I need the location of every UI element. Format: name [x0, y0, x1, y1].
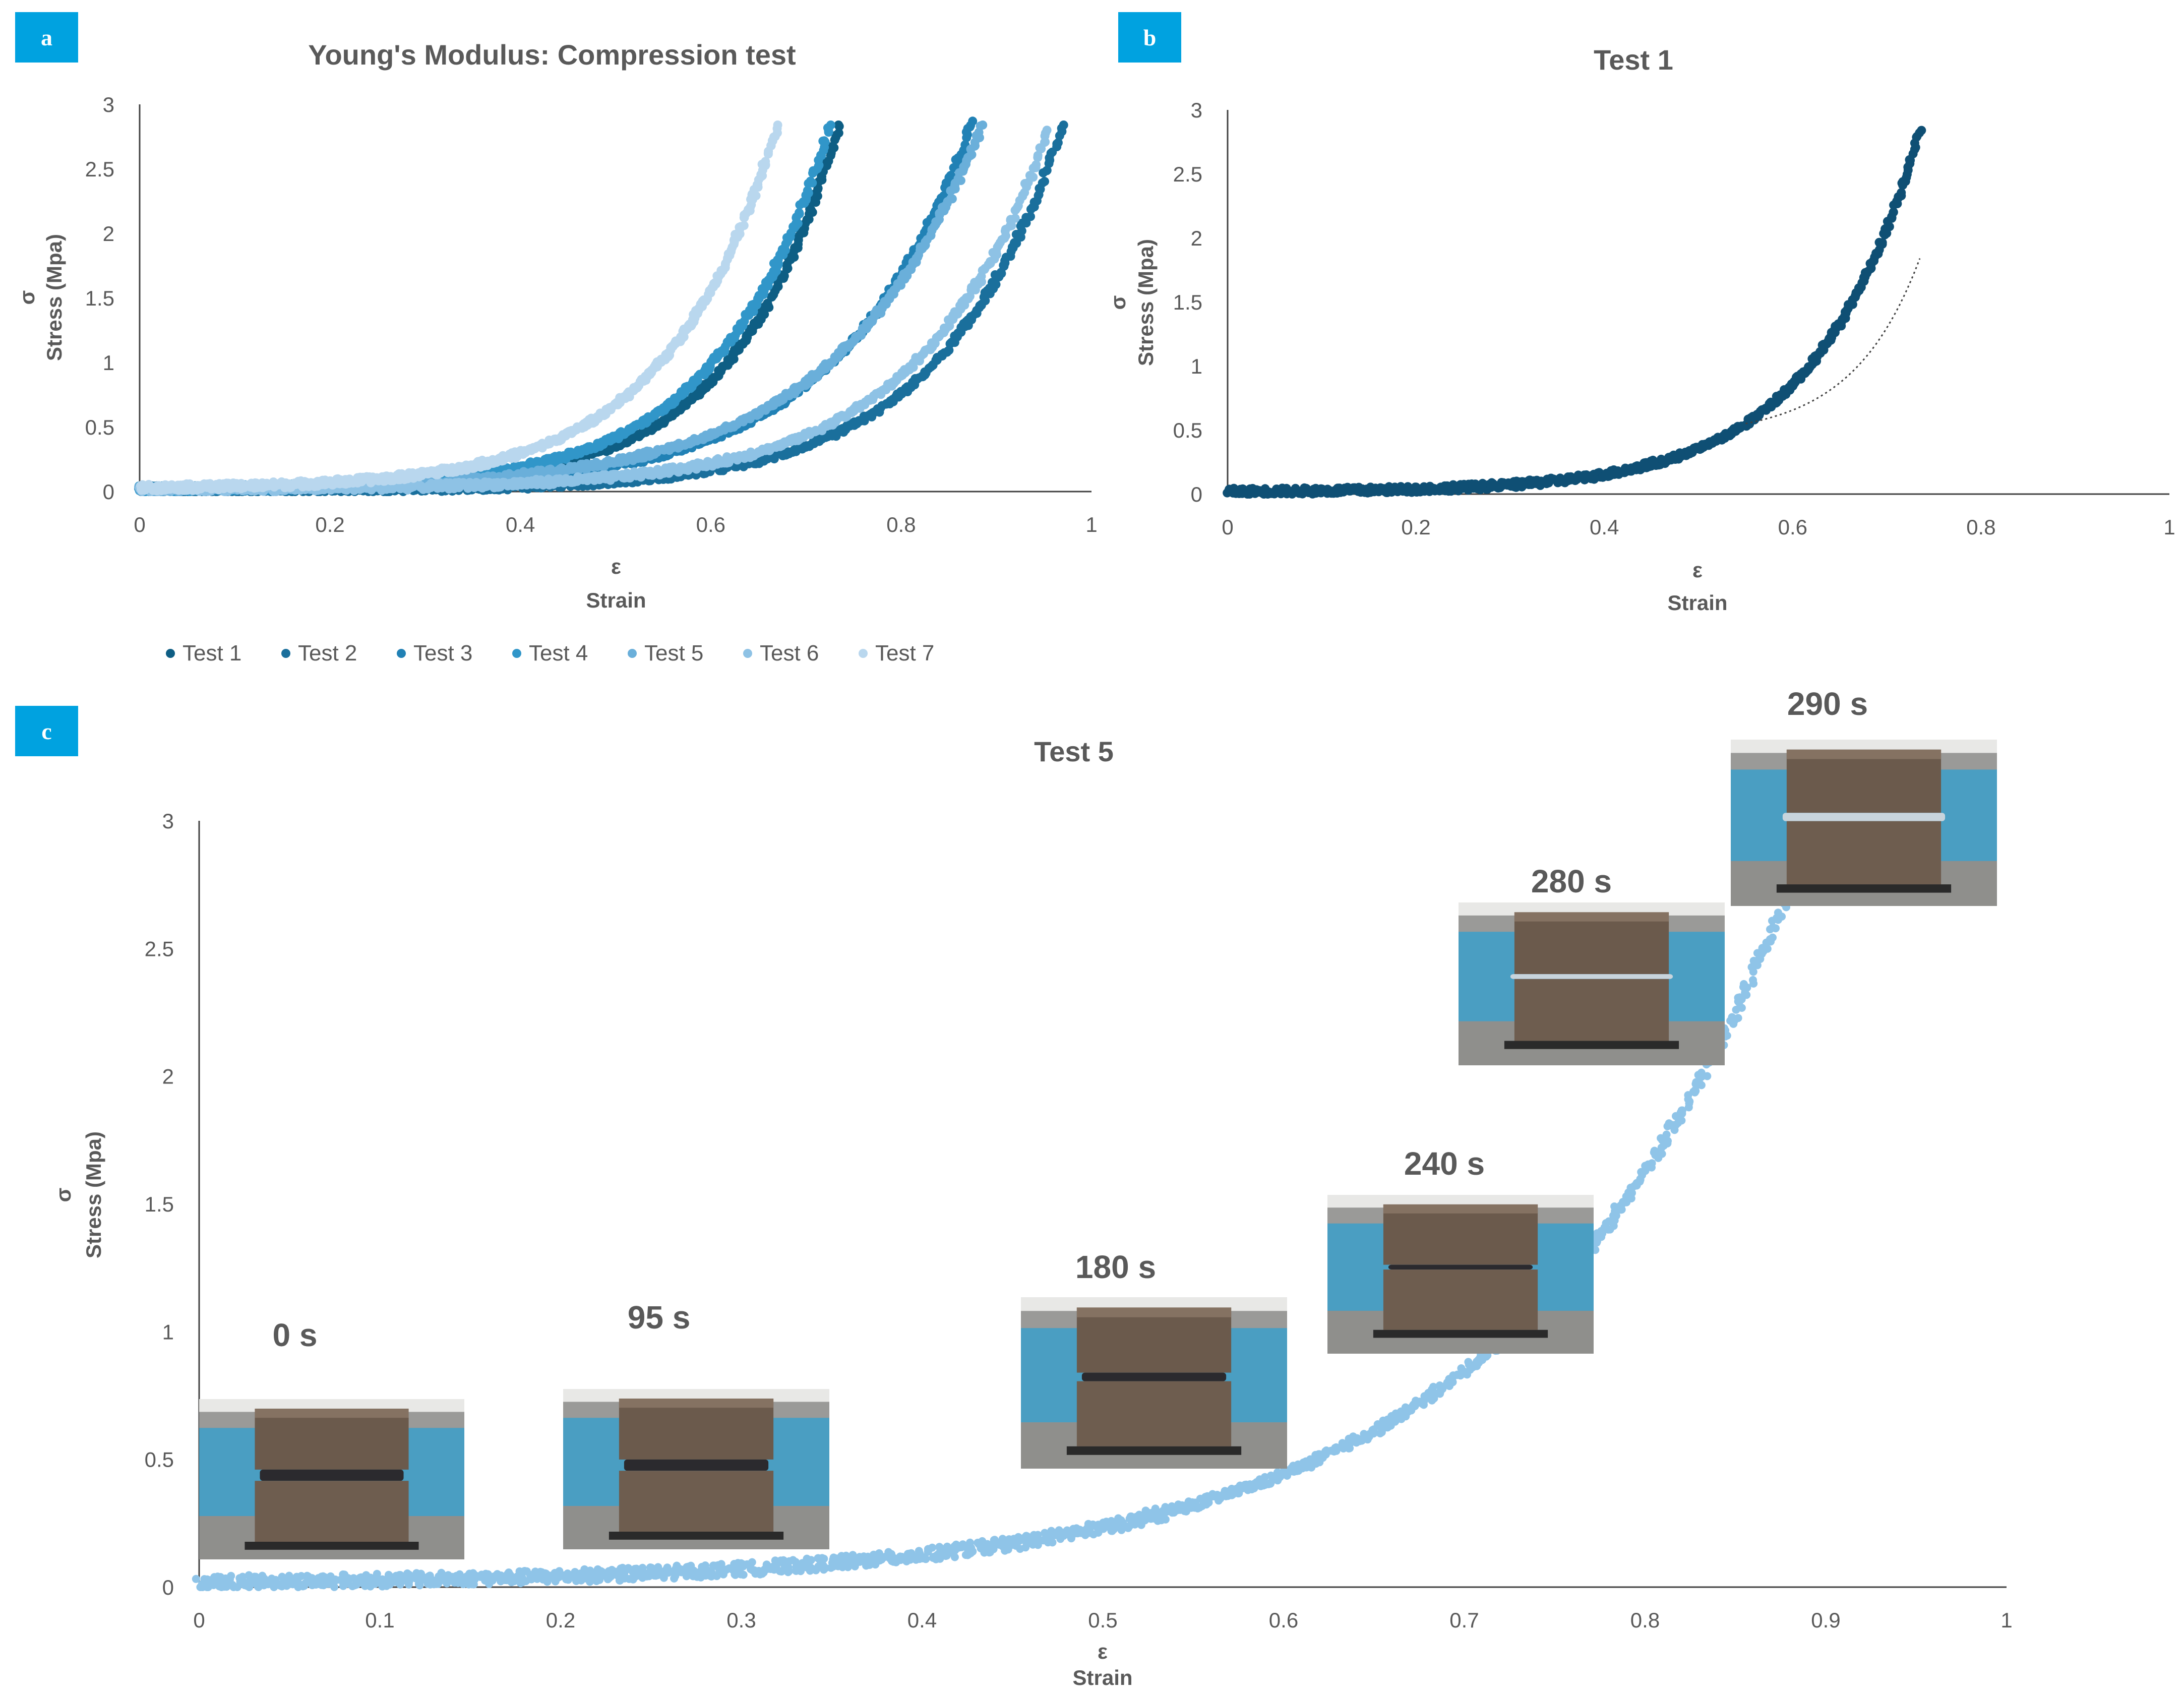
y-tick-label: 1.5 [85, 286, 114, 310]
legend-marker [512, 649, 521, 658]
panel-label-a: a [15, 12, 78, 63]
data-point [820, 136, 829, 146]
x-tick-label: 0.2 [1401, 515, 1430, 539]
x-tick-label: 1 [2163, 515, 2175, 539]
x-tick-label: 0 [1222, 515, 1233, 539]
legend-marker [628, 649, 637, 658]
data-point [813, 184, 823, 193]
data-point [806, 205, 816, 215]
data-point [790, 253, 799, 262]
y-tick-label: 1 [1191, 354, 1202, 378]
legend-marker [281, 649, 290, 658]
data-point [813, 191, 822, 201]
x-tick-label: 0.4 [1590, 515, 1619, 539]
series-test-1 [1223, 126, 1926, 499]
data-point [946, 170, 956, 180]
legend-entry: Test 6 [760, 641, 819, 666]
chart-title: Young's Modulus: Compression test [308, 39, 796, 71]
legend-marker [397, 649, 406, 658]
panel-label-b: b [1118, 12, 1181, 63]
y-tick-label: 2.5 [85, 157, 114, 181]
x-tick-label: 0.8 [886, 513, 916, 536]
x-tick-label: 1 [1085, 513, 1097, 536]
data-point [1010, 213, 1020, 223]
data-point [968, 116, 978, 126]
series-test-7 [136, 120, 782, 496]
y-tick-label: 0.5 [85, 415, 114, 439]
chart-title: Test 1 [1594, 44, 1673, 76]
x-axis-label: Strain [586, 588, 646, 612]
data-point [956, 176, 965, 186]
y-axis-symbol: σ [15, 290, 39, 305]
data-point [834, 128, 843, 138]
series-test-4 [134, 120, 835, 496]
panel-label-c: c [15, 706, 78, 756]
data-point [1026, 212, 1035, 221]
y-tick-label: 1.5 [1173, 290, 1202, 314]
x-tick-label: 0.8 [1966, 515, 1995, 539]
legend-marker [859, 649, 868, 658]
y-tick-label: 3 [103, 93, 114, 116]
legend-entry: Test 3 [413, 641, 472, 666]
y-tick-label: 1 [103, 351, 114, 375]
legend-entry: Test 7 [875, 641, 934, 666]
x-tick-label: 0.2 [315, 513, 344, 536]
legend-entry: Test 2 [298, 641, 357, 666]
y-axis-symbol: σ [1106, 295, 1130, 310]
data-point [795, 209, 804, 219]
data-point [806, 176, 815, 186]
y-tick-label: 0 [103, 480, 114, 504]
data-point [1059, 120, 1068, 130]
legend-marker [743, 649, 752, 658]
y-tick-label: 2 [103, 222, 114, 246]
legend-entry: Test 4 [529, 641, 588, 666]
data-point [1028, 172, 1038, 182]
legend-marker [166, 649, 175, 658]
data-point [1033, 153, 1043, 162]
x-axis-label: Strain [1667, 591, 1727, 615]
data-point [976, 121, 985, 131]
legend: Test 1 Test 2 Test 3 Test 4 Test 5 Test 6 Test… [166, 641, 934, 666]
series-test-6 [135, 126, 1052, 496]
y-axis-label: Stress (Mpa) [42, 234, 66, 361]
data-point [1042, 126, 1052, 135]
y-axis-label: Stress (Mpa) [1134, 239, 1158, 366]
data-point [739, 221, 749, 230]
y-tick-label: 2 [1191, 226, 1202, 250]
series-test-1 [134, 120, 844, 496]
y-tick-label: 3 [1191, 98, 1202, 122]
y-tick-label: 2.5 [1173, 162, 1202, 186]
data-point [782, 262, 792, 271]
x-axis-symbol: ε [1692, 558, 1703, 582]
x-tick-label: 0 [134, 513, 145, 536]
x-tick-label: 0.4 [506, 513, 535, 536]
data-point [991, 280, 1001, 289]
x-tick-label: 0.6 [696, 513, 725, 536]
data-point [947, 194, 957, 204]
legend-entry: Test 5 [644, 641, 703, 666]
chart-a: 0 0.2 0.4 0.6 0.8 1 0 0.5 1 1.5 2 2.5 3 Young's Modul… [15, 39, 1098, 666]
y-tick-label: 0.5 [1173, 418, 1202, 442]
data-point [826, 120, 835, 130]
data-point [773, 120, 782, 130]
x-axis-symbol: ε [611, 555, 621, 578]
legend-entry: Test 1 [183, 641, 241, 666]
data-point [1042, 166, 1052, 175]
data-point [834, 120, 843, 130]
data-point [1040, 176, 1049, 186]
data-point [997, 269, 1006, 278]
x-tick-label: 0.6 [1778, 515, 1807, 539]
data-point [1053, 138, 1063, 147]
y-tick-label: 0 [1191, 482, 1202, 506]
chart-b: 0 0.2 0.4 0.6 0.8 1 0 0.5 1 1.5 2 2.5 3 Test 1 ε Strain… [1106, 44, 2175, 615]
data-point [829, 143, 839, 153]
